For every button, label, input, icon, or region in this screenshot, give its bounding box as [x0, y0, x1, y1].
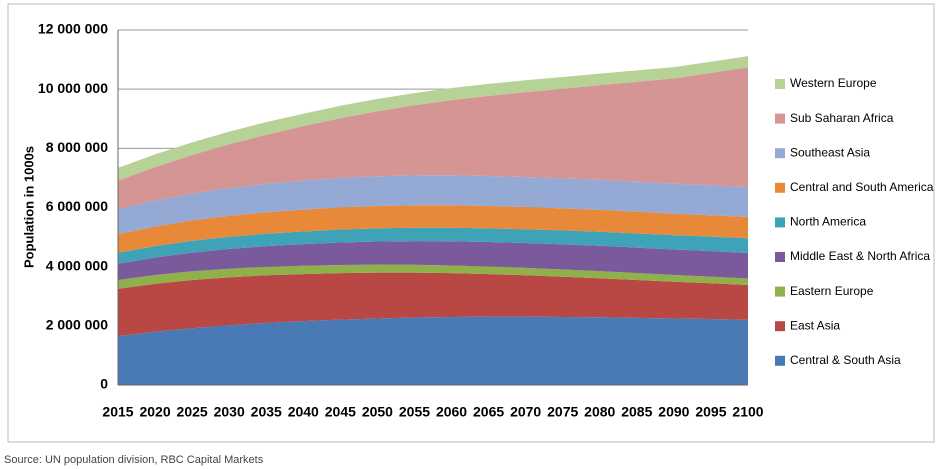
y-axis-label: Population in 1000s	[21, 146, 36, 268]
legend-label: Sub Saharan Africa	[790, 111, 894, 125]
legend-label: Southeast Asia	[790, 145, 870, 159]
area	[118, 205, 748, 253]
x-tick-label: 2040	[288, 404, 319, 420]
x-tick-label: 2090	[658, 404, 689, 420]
area	[118, 241, 748, 280]
legend-label: Central & South Asia	[790, 353, 901, 367]
y-tick-label: 2 000 000	[46, 317, 108, 333]
area	[118, 264, 748, 289]
x-tick-label: 2060	[436, 404, 467, 420]
legend-label: Middle East & North Africa	[790, 249, 930, 263]
y-tick-label: 6 000 000	[46, 198, 108, 214]
x-tick-label: 2080	[584, 404, 615, 420]
area	[118, 316, 748, 385]
legend-swatch	[775, 286, 785, 297]
y-tick-label: 12 000 000	[38, 21, 108, 37]
x-tick-label: 2050	[362, 404, 393, 420]
legend-label: Eastern Europe	[790, 284, 874, 298]
x-tick-label: 2025	[177, 404, 208, 420]
legend-swatch	[775, 182, 785, 193]
y-tick-label: 0	[100, 376, 108, 392]
x-tick-label: 2045	[325, 404, 356, 420]
area	[118, 56, 748, 181]
x-tick-label: 2015	[102, 404, 133, 420]
legend-label: Central and South America	[790, 180, 934, 194]
area	[118, 67, 748, 209]
x-tick-label: 2035	[251, 404, 282, 420]
x-tick-label: 2055	[399, 404, 430, 420]
legend-label: North America	[790, 215, 866, 229]
legend-swatch	[775, 355, 785, 366]
area	[118, 272, 748, 337]
legend-swatch	[775, 321, 785, 332]
x-tick-label: 2075	[547, 404, 578, 420]
legend-label: Western Europe	[790, 76, 877, 90]
area	[118, 227, 748, 264]
x-tick-label: 2095	[695, 404, 726, 420]
x-tick-label: 2030	[214, 404, 245, 420]
x-tick-label: 2020	[139, 404, 170, 420]
y-tick-label: 4 000 000	[46, 257, 108, 273]
legend-swatch	[775, 217, 785, 228]
x-tick-label: 2100	[732, 404, 763, 420]
area	[118, 175, 748, 235]
x-tick-label: 2070	[510, 404, 541, 420]
x-tick-label: 2065	[473, 404, 504, 420]
legend-label: East Asia	[790, 318, 840, 332]
y-tick-label: 8 000 000	[46, 139, 108, 155]
legend-swatch	[775, 79, 785, 89]
source-note: Source: UN population division, RBC Capi…	[4, 454, 264, 466]
y-tick-label: 10 000 000	[38, 80, 108, 96]
legend-swatch	[775, 113, 785, 124]
legend-swatch	[775, 252, 785, 262]
x-tick-label: 2085	[621, 404, 652, 420]
legend-swatch	[775, 148, 785, 159]
